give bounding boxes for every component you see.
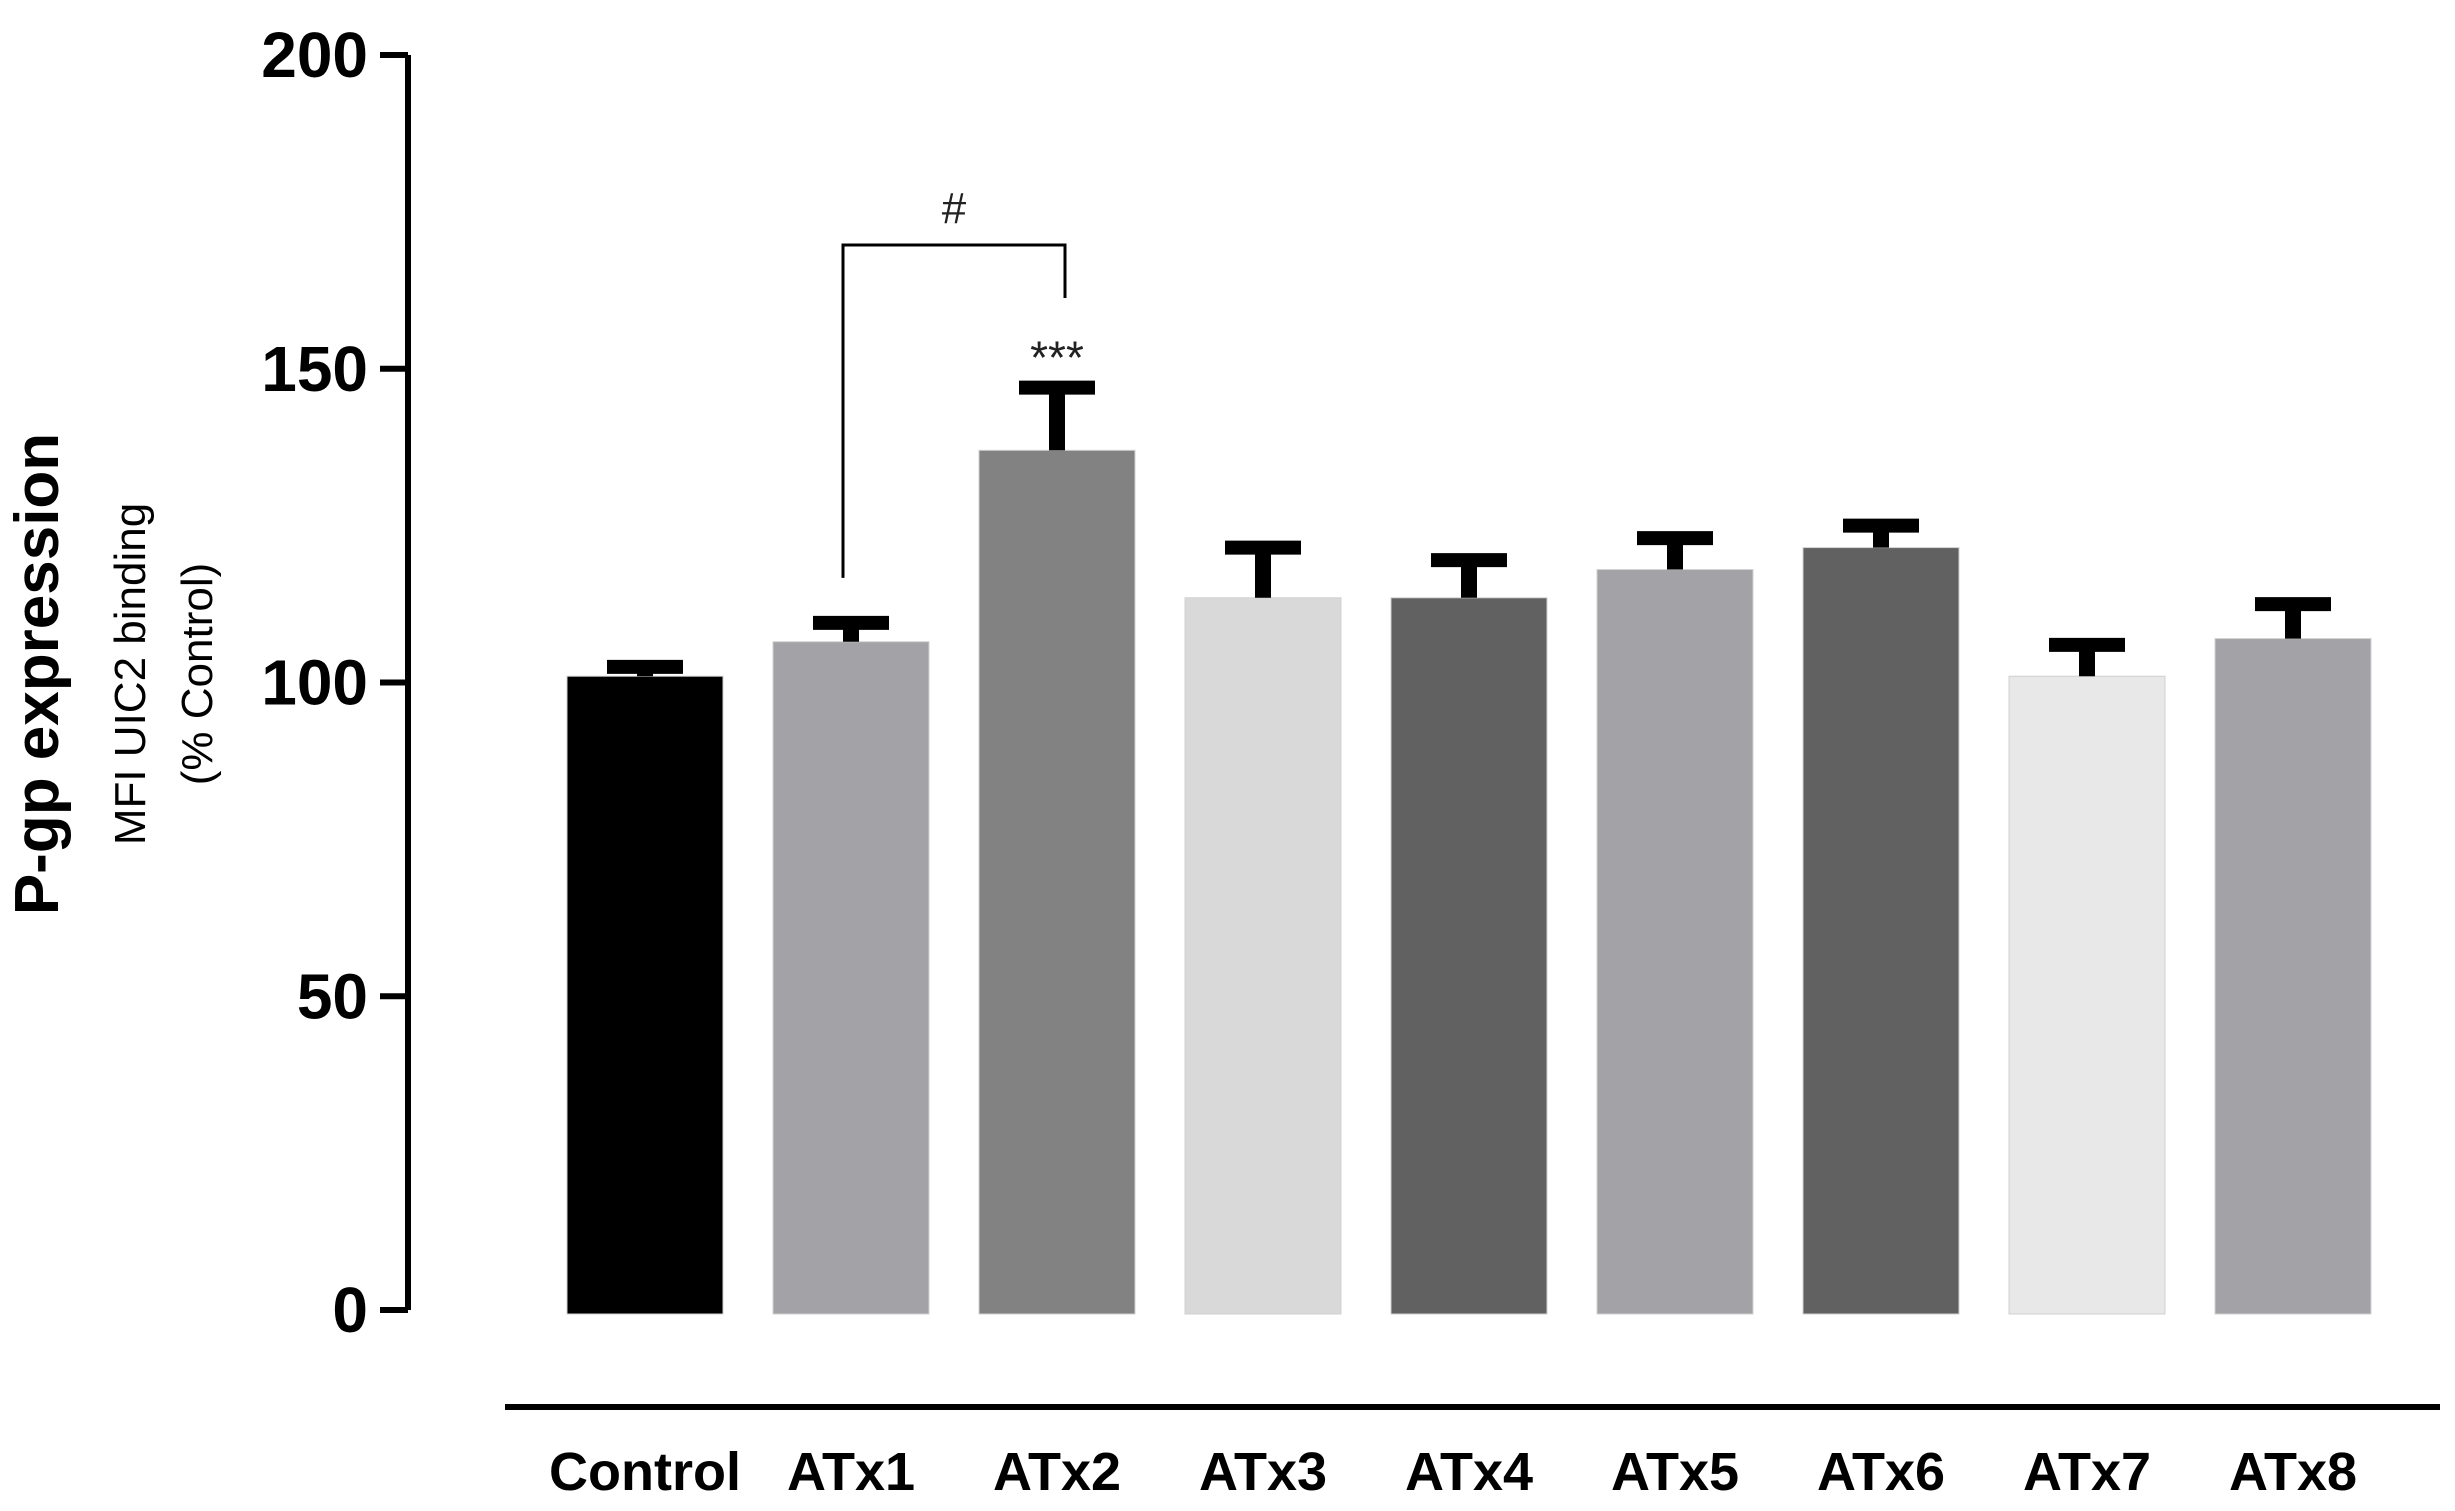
y-axis-label-main: P-gp expression [3, 433, 72, 915]
x-category-label: ATx7 [2023, 1442, 2151, 1502]
significance-marker: *** [1030, 332, 1084, 384]
annotations: *** # [841, 184, 1084, 578]
bracket-label: # [942, 184, 967, 233]
x-category-label: ATx1 [787, 1442, 915, 1502]
bar [772, 641, 930, 1315]
y-tick-label: 50 [297, 960, 368, 1032]
x-axis: Control ATx1 ATx2 ATx3 ATx4 ATx5 ATx6 ATx7 ATx8 [505, 1404, 2440, 1502]
bar [1802, 547, 1960, 1315]
x-category-label: ATx4 [1405, 1442, 1533, 1502]
bar [1390, 597, 1548, 1315]
x-category-label: ATx8 [2229, 1442, 2357, 1502]
bar [566, 675, 724, 1315]
bars [566, 449, 2372, 1315]
x-category-label: ATx2 [993, 1442, 1121, 1502]
y-tick-label: 200 [261, 19, 368, 91]
x-category-label: ATx6 [1817, 1442, 1945, 1502]
y-tick-label: 0 [332, 1274, 368, 1346]
bar [2008, 675, 2166, 1315]
y-axis-label-unit: (% Control) [173, 563, 222, 786]
x-category-label: ATx3 [1199, 1442, 1327, 1502]
bar [978, 449, 1136, 1315]
error-bars [607, 380, 2331, 677]
y-axis-title: P-gp expression MFI UIC2 binding (% Cont… [3, 433, 222, 915]
significance-bracket [841, 243, 1067, 578]
x-category-label: ATx5 [1611, 1442, 1739, 1502]
bar [2214, 638, 2372, 1315]
y-tick-label: 100 [261, 647, 368, 719]
y-axis-label-sub: MFI UIC2 binding [106, 503, 155, 845]
bar [1184, 597, 1342, 1315]
bar [1596, 569, 1754, 1315]
y-axis: 0 50 100 150 200 [261, 19, 411, 1346]
x-category-label: Control [549, 1442, 741, 1502]
y-tick-label: 150 [261, 333, 368, 405]
